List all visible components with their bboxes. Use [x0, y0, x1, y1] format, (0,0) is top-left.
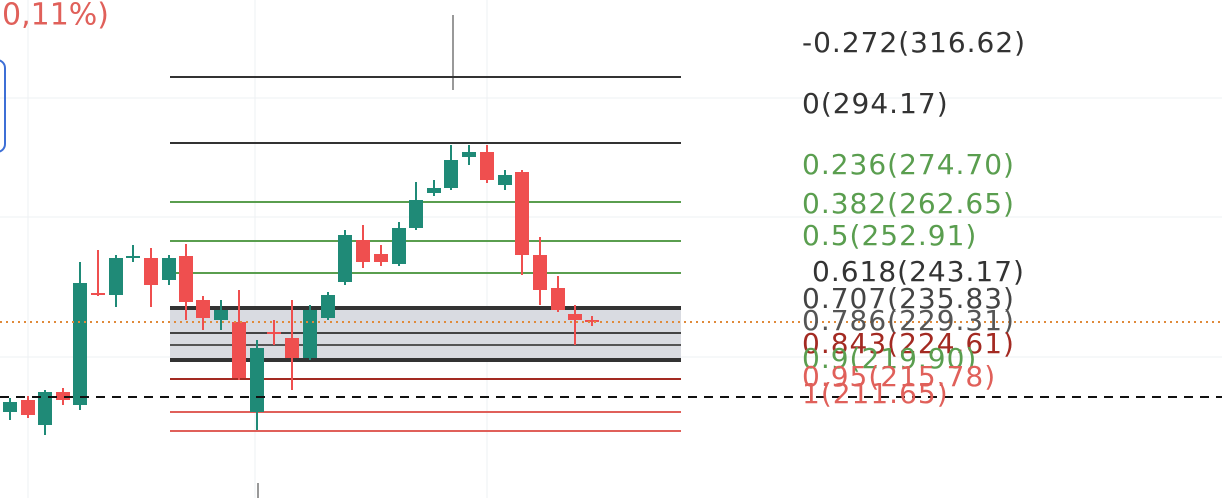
- change-label: 0,11%): [2, 0, 109, 33]
- candle-body: [409, 200, 423, 228]
- candle-body: [162, 258, 176, 280]
- candle-body: [109, 258, 123, 295]
- fib-label: 0.618(243.17): [812, 255, 1025, 288]
- candle-body: [392, 228, 406, 264]
- candle-body: [232, 322, 246, 378]
- candle-body: [3, 402, 17, 412]
- fib-label: 0.786(229.31): [802, 304, 1015, 337]
- fib-label: 0.5(252.91): [802, 219, 977, 252]
- fib-label: -0.272(316.62): [802, 26, 1026, 59]
- candle-body: [533, 255, 547, 290]
- candle-body: [585, 320, 599, 322]
- fib-levels: [170, 76, 681, 432]
- candle-body: [338, 235, 352, 282]
- candle-body: [267, 332, 281, 334]
- candle-body: [444, 160, 458, 188]
- candle-body: [21, 400, 35, 415]
- candle-body: [356, 240, 370, 262]
- candle-body: [427, 188, 441, 193]
- candles: [3, 145, 599, 435]
- fib-label: 0.9(219.90): [802, 342, 977, 375]
- candle-body: [303, 310, 317, 358]
- side-tab[interactable]: [0, 59, 6, 153]
- candle-body: [56, 392, 70, 400]
- candle-body: [480, 152, 494, 180]
- fib-label: 1(211.65): [802, 377, 949, 410]
- candle-body: [374, 254, 388, 262]
- fib-label: 0.843(224.61): [802, 327, 1015, 360]
- candle-body: [498, 175, 512, 185]
- candle-body: [321, 295, 335, 318]
- candle-body: [462, 152, 476, 157]
- fib-label: 0(294.17): [802, 87, 949, 120]
- candle-body: [551, 288, 565, 310]
- fib-label: 0.236(274.70): [802, 148, 1015, 181]
- fib-labels: -0.272(316.62) 0(294.17) 0.236(274.70) 0.38…: [802, 26, 1026, 410]
- candle-body: [515, 172, 529, 255]
- fib-label: 0.382(262.65): [802, 187, 1015, 220]
- candle-body: [38, 392, 52, 425]
- candle-body: [179, 256, 193, 302]
- fib-label: 0.707(235.83): [802, 282, 1015, 315]
- candle-body: [285, 338, 299, 358]
- fib-label: 0.95(215.78): [802, 360, 996, 393]
- candle-body: [196, 300, 210, 318]
- candle-body: [250, 348, 264, 412]
- candle-body: [73, 283, 87, 405]
- candle-body: [568, 314, 582, 320]
- candle-body: [144, 258, 158, 285]
- candle-body: [91, 293, 105, 295]
- candle-body: [214, 310, 228, 320]
- candle-body: [126, 256, 140, 258]
